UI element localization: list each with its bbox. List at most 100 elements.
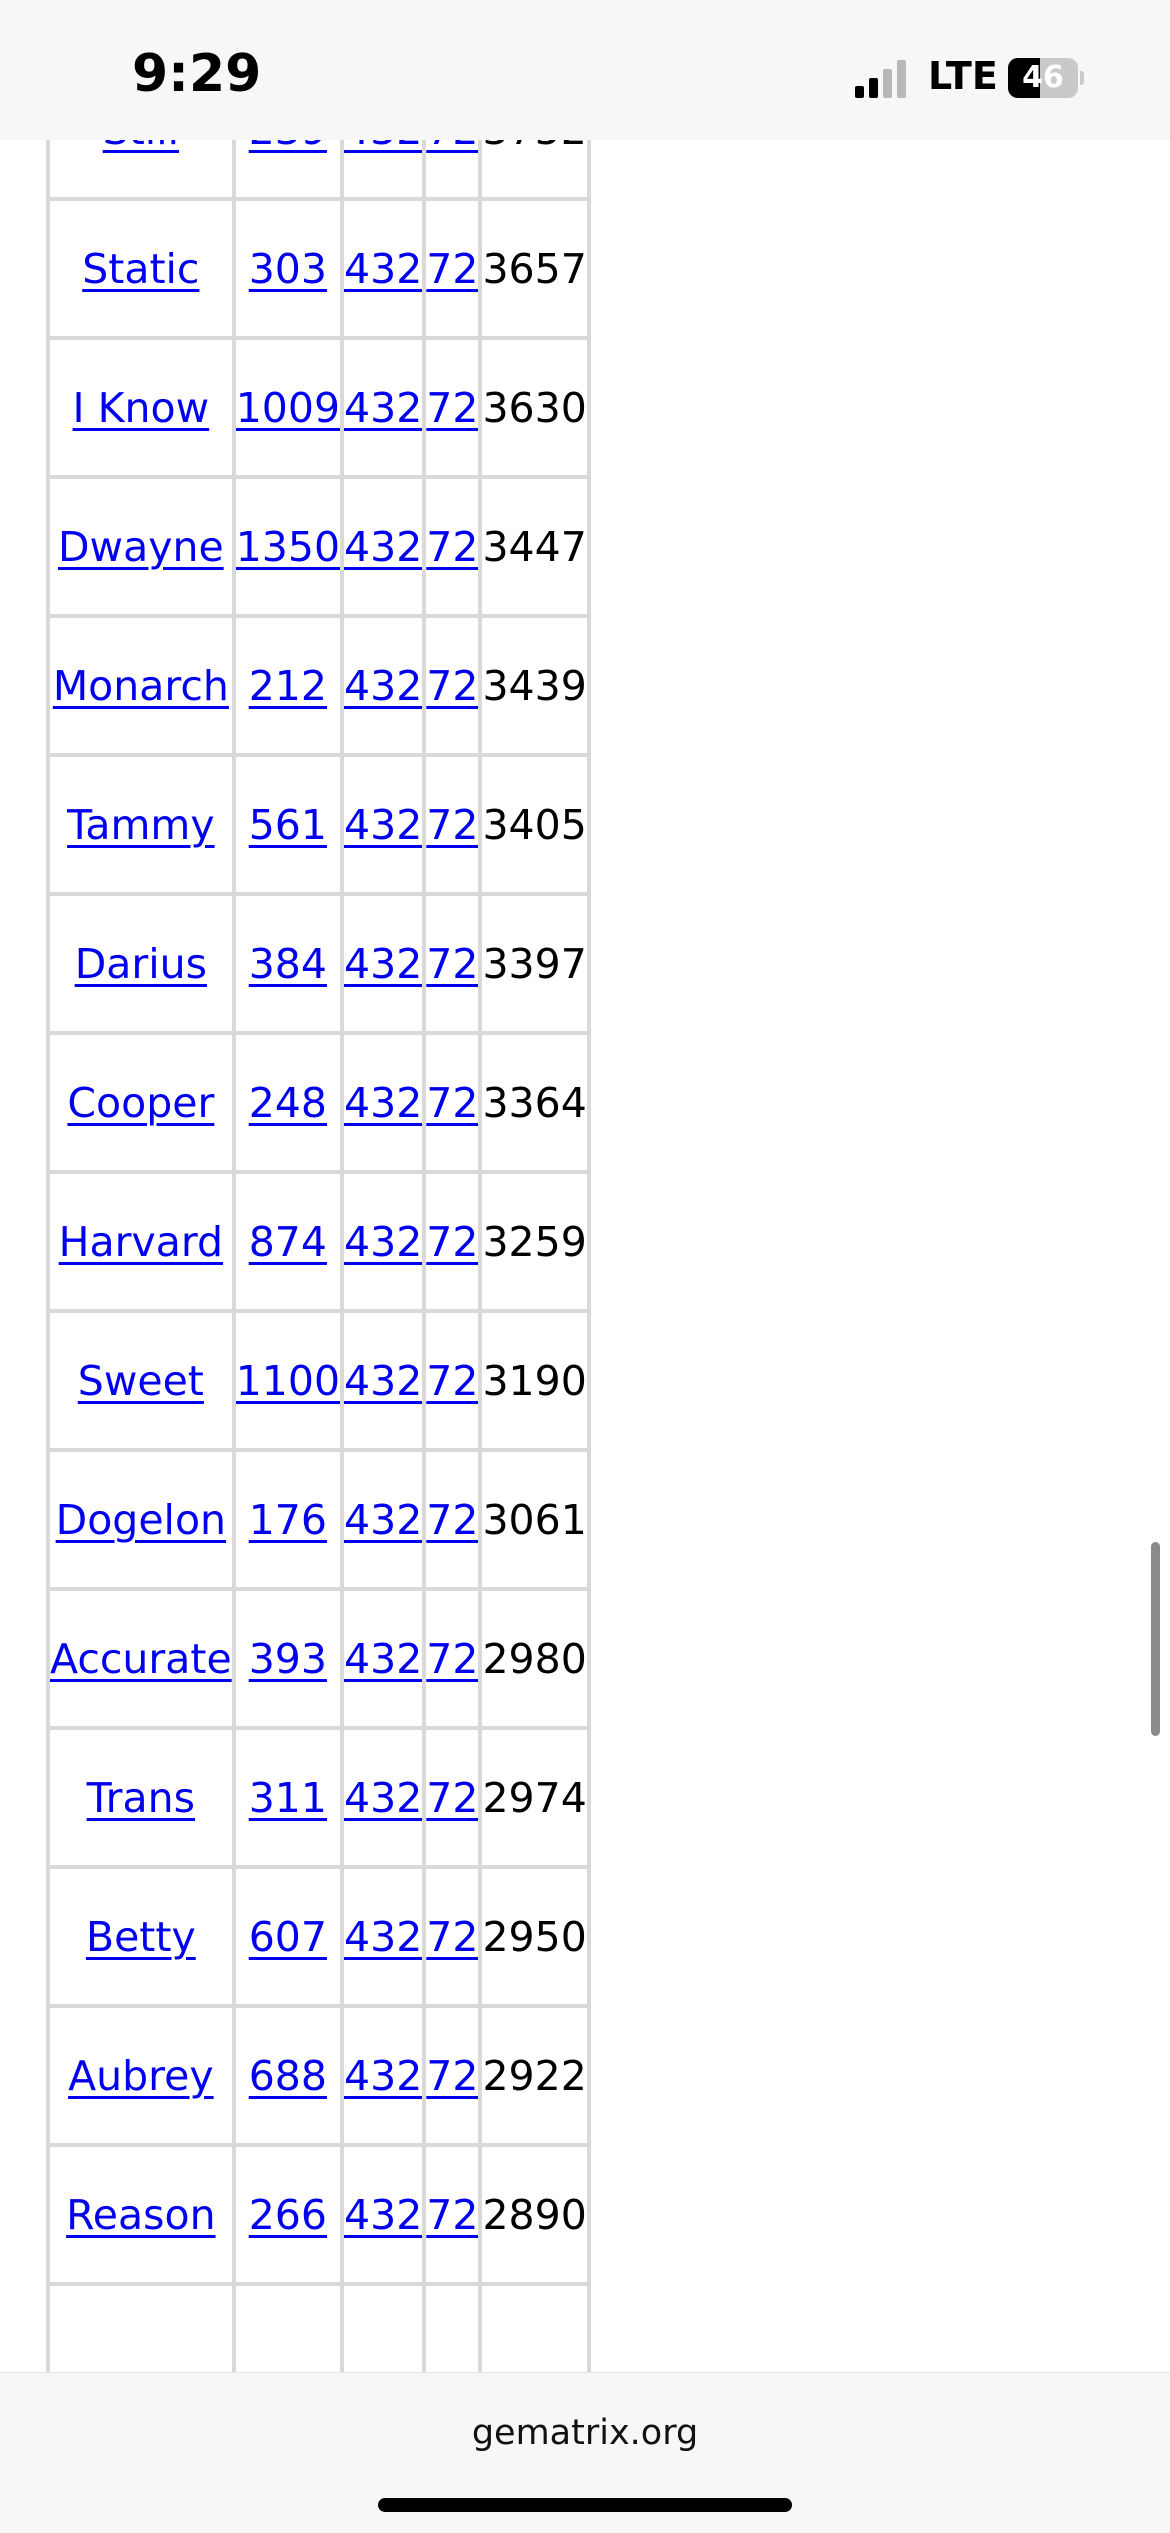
- value-link[interactable]: 72: [426, 800, 479, 849]
- value-link[interactable]: 266: [248, 2190, 327, 2239]
- value-cell: 432: [340, 1309, 427, 1452]
- value-cell: 432: [340, 1587, 427, 1730]
- home-indicator[interactable]: [378, 2498, 792, 2512]
- value-link[interactable]: 72: [426, 1217, 479, 1266]
- value-link[interactable]: 72: [426, 1078, 479, 1127]
- value-link[interactable]: 432: [344, 2190, 423, 2239]
- value-link[interactable]: 72: [426, 2051, 479, 2100]
- word-link[interactable]: Reason: [66, 2190, 216, 2239]
- value-link[interactable]: 248: [248, 1078, 327, 1127]
- value-link[interactable]: 72: [426, 1912, 479, 1961]
- value-cell: 72: [422, 1587, 483, 1730]
- value-cell: 72: [422, 614, 483, 757]
- word-link[interactable]: Trans: [86, 1773, 196, 1822]
- value-cell: 303: [231, 197, 345, 340]
- value-link[interactable]: 432: [344, 1773, 423, 1822]
- value-link[interactable]: 561: [248, 800, 327, 849]
- word-link[interactable]: I Know: [72, 383, 210, 432]
- empty-cell: [422, 2282, 483, 2372]
- value-cell: 432: [340, 1448, 427, 1591]
- value-link[interactable]: 72: [426, 1634, 479, 1683]
- value-link[interactable]: 393: [248, 1634, 327, 1683]
- address-bar[interactable]: gematrix.org: [471, 2413, 699, 2453]
- word-cell: Betty: [46, 1865, 236, 2008]
- value-cell: 432: [340, 336, 427, 479]
- word-link[interactable]: Sweet: [77, 1356, 204, 1405]
- value-cell: 432: [340, 1865, 427, 2008]
- empty-cell: [231, 2282, 345, 2372]
- value-link[interactable]: 432: [344, 522, 423, 571]
- value-link[interactable]: 432: [344, 1912, 423, 1961]
- value-cell: 72: [422, 197, 483, 340]
- value-link[interactable]: 432: [344, 1634, 423, 1683]
- value-cell: 72: [422, 1865, 483, 2008]
- value-link[interactable]: 432: [344, 383, 423, 432]
- total-cell: 3190: [478, 1309, 591, 1452]
- word-link[interactable]: Darius: [74, 939, 207, 988]
- value-link[interactable]: 1100: [235, 1356, 341, 1405]
- total-cell: 3630: [478, 336, 591, 479]
- value-link[interactable]: 432: [344, 1078, 423, 1127]
- value-link[interactable]: 72: [426, 1495, 479, 1544]
- signal-icon: [855, 58, 915, 98]
- value-link[interactable]: 688: [248, 2051, 327, 2100]
- word-link[interactable]: Monarch: [52, 661, 229, 710]
- word-link[interactable]: Dwayne: [57, 522, 224, 571]
- value-link[interactable]: 432: [344, 244, 423, 293]
- word-cell: Tammy: [46, 753, 236, 896]
- value-link[interactable]: 384: [248, 939, 327, 988]
- value-cell: 72: [422, 475, 483, 618]
- word-cell: Accurate: [46, 1587, 236, 1730]
- word-cell: Harvard: [46, 1170, 236, 1313]
- value-link[interactable]: 72: [426, 1356, 479, 1405]
- value-link[interactable]: 874: [248, 1217, 327, 1266]
- value-link[interactable]: 432: [344, 800, 423, 849]
- value-link[interactable]: 72: [426, 2190, 479, 2239]
- value-link[interactable]: 432: [344, 1495, 423, 1544]
- table-row: Monarch 212 432 72 3439: [46, 614, 591, 757]
- value-cell: 72: [422, 2143, 483, 2286]
- word-link[interactable]: Cooper: [67, 1078, 215, 1127]
- value-cell: 432: [340, 892, 427, 1035]
- value-link[interactable]: 303: [248, 244, 327, 293]
- word-link[interactable]: Static: [82, 244, 200, 293]
- table-row: Trans 311 432 72 2974: [46, 1726, 591, 1869]
- page-content: Still 239 432 72 3752 Static303432723657…: [46, 58, 591, 2372]
- value-link[interactable]: 432: [344, 939, 423, 988]
- value-link[interactable]: 72: [426, 661, 479, 710]
- value-link[interactable]: 72: [426, 939, 479, 988]
- value-link[interactable]: 176: [248, 1495, 327, 1544]
- value-link[interactable]: 311: [248, 1773, 327, 1822]
- value-link[interactable]: 432: [344, 1217, 423, 1266]
- value-cell: 607: [231, 1865, 345, 2008]
- word-link[interactable]: Harvard: [58, 1217, 224, 1266]
- total-cell: 3259: [478, 1170, 591, 1313]
- word-link[interactable]: Tammy: [67, 800, 215, 849]
- value-cell: 432: [340, 2004, 427, 2147]
- value-link[interactable]: 432: [344, 2051, 423, 2100]
- table-row: Sweet 1100 432 72 3190: [46, 1309, 591, 1452]
- value-link[interactable]: 607: [248, 1912, 327, 1961]
- value-link[interactable]: 432: [344, 661, 423, 710]
- value-link[interactable]: 212: [248, 661, 327, 710]
- value-link[interactable]: 72: [426, 244, 479, 293]
- value-link[interactable]: 1009: [235, 383, 341, 432]
- value-link[interactable]: 72: [426, 383, 479, 432]
- total-cell: 2980: [478, 1587, 591, 1730]
- word-link[interactable]: Aubrey: [68, 2051, 214, 2100]
- value-link[interactable]: 432: [344, 1356, 423, 1405]
- word-link[interactable]: Betty: [85, 1912, 196, 1961]
- value-cell: 432: [340, 197, 427, 340]
- value-link[interactable]: 1350: [235, 522, 341, 571]
- word-link[interactable]: Accurate: [50, 1634, 232, 1683]
- scrollbar-thumb[interactable]: [1151, 1542, 1160, 1736]
- value-link[interactable]: 72: [426, 522, 479, 571]
- word-cell: Dwayne: [46, 475, 236, 618]
- value-cell: 72: [422, 1726, 483, 1869]
- value-link[interactable]: 72: [426, 1773, 479, 1822]
- word-link[interactable]: Dogelon: [55, 1495, 227, 1544]
- value-cell: 393: [231, 1587, 345, 1730]
- word-cell: Darius: [46, 892, 236, 1035]
- value-cell: 561: [231, 753, 345, 896]
- table-row: Betty 607 432 72 2950: [46, 1865, 591, 2008]
